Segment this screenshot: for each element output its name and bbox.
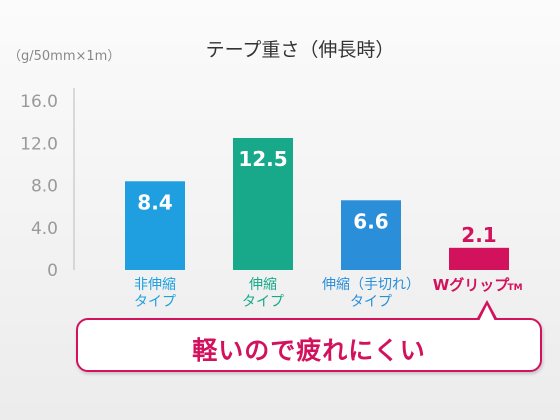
callout-text: 軽いので疲れにくい (192, 336, 426, 365)
y-tick-label: 0 (47, 261, 58, 281)
bars-group (125, 137, 509, 270)
x-category-label: Wグリップ (433, 276, 511, 294)
bar-value-label: 2.1 (461, 223, 496, 247)
y-tick-label: 4.0 (31, 219, 58, 239)
y-axis-unit-label: （g/50mm×1m） (8, 49, 120, 64)
x-category-label-line2: タイプ (242, 294, 284, 310)
bar-value-label: 6.6 (353, 209, 388, 233)
bar (125, 181, 185, 270)
bar (233, 137, 293, 270)
x-category-label-line2: タイプ (134, 294, 176, 310)
y-axis-ticks: 0 4.0 8.0 12.0 16.0 (20, 92, 58, 281)
bar-value-label: 12.5 (238, 147, 287, 171)
trademark-mark: TM (507, 283, 522, 293)
y-tick-label: 8.0 (31, 177, 58, 197)
bar (341, 200, 401, 270)
callout-tail-fill (479, 305, 495, 321)
x-category-label-line2: タイプ (350, 294, 392, 310)
x-category-label: 伸縮 (249, 277, 277, 293)
bar (449, 247, 509, 270)
value-labels-group: 8.4 12.5 6.6 2.1 (137, 147, 496, 247)
callout-box: 軽いので疲れにくい (76, 318, 542, 372)
chart-title: テープ重さ（伸長時） (206, 39, 395, 61)
x-category-label: 伸縮（手切れ） (322, 277, 420, 293)
y-tick-label: 16.0 (20, 92, 58, 112)
bar-value-label: 8.4 (137, 190, 172, 214)
x-category-label: 非伸縮 (134, 277, 176, 293)
y-tick-label: 12.0 (20, 134, 58, 154)
